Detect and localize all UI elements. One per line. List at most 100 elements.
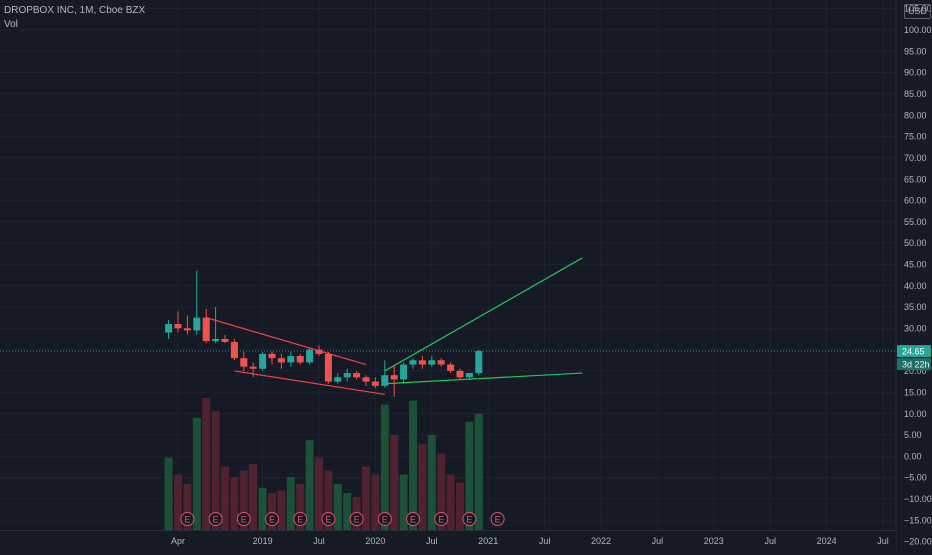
earnings-circle — [406, 512, 420, 526]
uptrend-line[interactable] — [384, 257, 583, 372]
candle[interactable] — [428, 356, 436, 367]
last-price-value: 24.65 — [902, 347, 925, 357]
earnings-marker[interactable]: E — [180, 512, 195, 526]
candle-body — [287, 356, 295, 363]
countdown-value: 3d 22h — [902, 360, 930, 370]
earnings-marker[interactable]: E — [490, 512, 505, 526]
y-tick-label: 65.00 — [904, 174, 927, 184]
candle[interactable] — [475, 349, 483, 376]
uptrend-line[interactable] — [384, 372, 583, 385]
x-tick-label: 2022 — [591, 536, 611, 546]
candle[interactable] — [371, 377, 379, 388]
downtrend-line[interactable] — [234, 370, 385, 395]
y-tick-label: 0.00 — [904, 451, 922, 461]
downtrend-line[interactable] — [206, 317, 367, 366]
candle[interactable] — [212, 306, 220, 344]
candle[interactable] — [183, 315, 191, 335]
candle[interactable] — [334, 373, 342, 384]
candle[interactable] — [381, 360, 389, 388]
candle-body — [306, 349, 314, 363]
earnings-marker[interactable]: E — [321, 512, 336, 526]
volume-bar — [164, 457, 173, 530]
candle-body — [315, 349, 323, 354]
candle[interactable] — [268, 351, 276, 365]
x-tick-label: 2020 — [365, 536, 385, 546]
candle[interactable] — [230, 338, 238, 361]
candle[interactable] — [465, 373, 473, 380]
candle[interactable] — [456, 368, 464, 380]
earnings-marker[interactable]: E — [293, 512, 308, 526]
volume-bar — [380, 404, 389, 530]
candle-body — [296, 356, 304, 363]
earnings-marker[interactable]: E — [462, 512, 477, 526]
candle[interactable] — [437, 358, 445, 367]
candle[interactable] — [287, 351, 295, 367]
candle[interactable] — [343, 368, 351, 382]
earnings-marker[interactable]: E — [434, 512, 449, 526]
candle[interactable] — [447, 362, 455, 374]
candle[interactable] — [418, 356, 426, 369]
candle[interactable] — [249, 362, 257, 378]
candle-body — [428, 360, 436, 365]
candle-body — [371, 381, 379, 386]
earnings-circle — [293, 512, 308, 526]
candle[interactable] — [174, 311, 182, 333]
candle[interactable] — [193, 270, 201, 335]
earnings-circle — [349, 512, 364, 526]
candle-body — [193, 317, 201, 331]
countdown-badge: 3d 22h — [897, 358, 931, 371]
y-tick-label: 105.00 — [904, 4, 932, 14]
x-tick-label: 2019 — [253, 536, 273, 546]
candle[interactable] — [306, 347, 314, 365]
candle[interactable] — [353, 370, 361, 380]
earnings-label: E — [495, 515, 501, 525]
time-axis[interactable] — [0, 531, 896, 550]
candle[interactable] — [296, 353, 304, 365]
earnings-label: E — [297, 515, 303, 525]
earnings-marker[interactable]: E — [377, 512, 392, 526]
candle[interactable] — [400, 362, 408, 384]
last-price-badge: 24.65 — [897, 345, 931, 358]
candle[interactable] — [221, 334, 229, 344]
earnings-circle — [434, 512, 449, 526]
earnings-circle — [462, 512, 477, 526]
volume-bar — [277, 490, 286, 530]
volume-bar — [286, 477, 295, 530]
earnings-marker[interactable]: E — [349, 512, 364, 526]
x-tick-label: Jul — [877, 536, 889, 546]
earnings-marker[interactable]: E — [236, 512, 251, 526]
candle-body — [202, 317, 210, 342]
candle-body — [259, 353, 267, 369]
y-tick-label: 50.00 — [904, 238, 927, 248]
earnings-circle — [377, 512, 392, 526]
candle[interactable] — [324, 351, 332, 384]
candle-body — [400, 364, 408, 380]
symbol-title[interactable]: DROPBOX INC, 1M, Cboe BZX — [4, 5, 146, 16]
y-tick-label: 45.00 — [904, 260, 927, 270]
currency-button[interactable]: USD — [904, 4, 932, 19]
candle-body — [174, 324, 182, 329]
candle-body — [353, 373, 361, 378]
volume-bar — [183, 483, 192, 530]
candle[interactable] — [362, 375, 370, 386]
earnings-circle — [180, 512, 195, 526]
volume-bar — [315, 457, 323, 530]
earnings-marker[interactable]: E — [406, 512, 420, 526]
candle[interactable] — [277, 353, 285, 369]
volume-indicator-label[interactable]: Vol — [4, 19, 18, 30]
candle-body — [447, 364, 455, 371]
candle[interactable] — [240, 351, 248, 371]
earnings-marker[interactable]: E — [265, 512, 279, 526]
candle[interactable] — [409, 358, 417, 369]
candle[interactable] — [202, 309, 210, 344]
earnings-marker[interactable]: E — [208, 512, 223, 526]
price-axis[interactable] — [896, 0, 932, 550]
candle[interactable] — [259, 351, 267, 371]
volume-bar — [305, 440, 314, 530]
candle[interactable] — [390, 364, 398, 397]
volume-bar — [230, 477, 239, 530]
candle[interactable] — [165, 319, 173, 339]
y-tick-label: −10.00 — [904, 494, 932, 504]
